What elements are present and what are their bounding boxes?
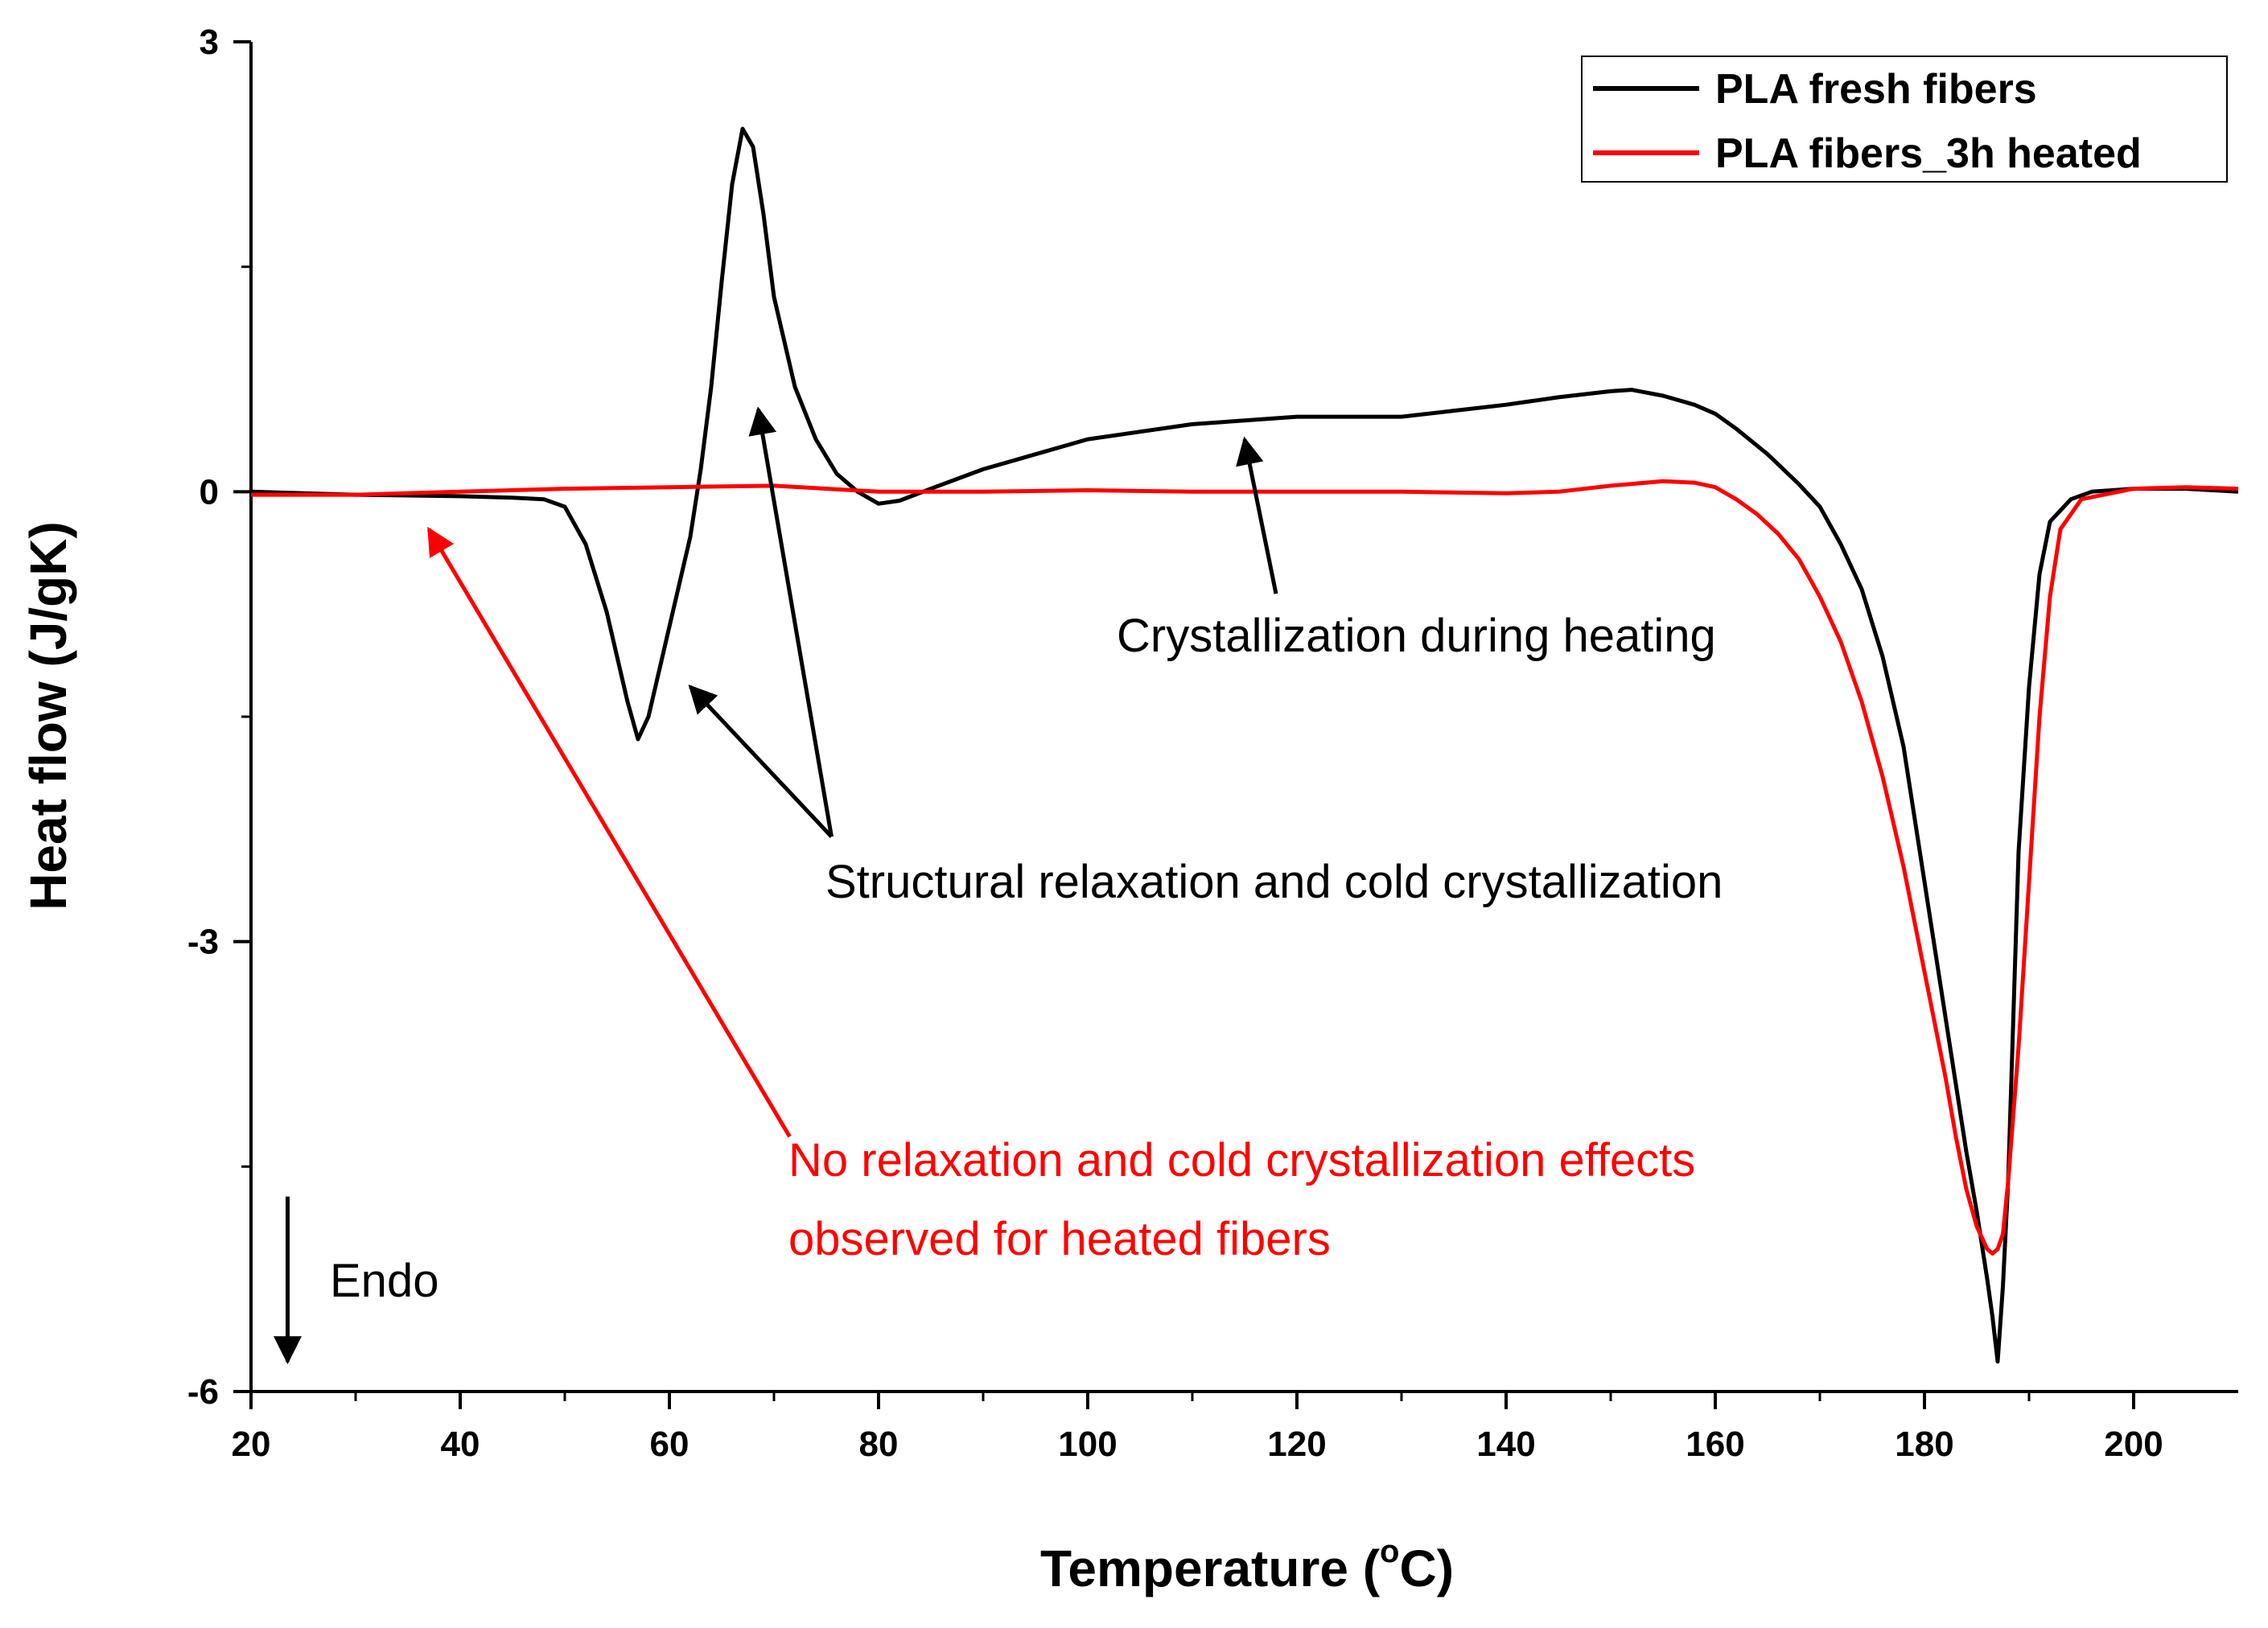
- x-tick-label-180: 180: [1895, 1424, 1953, 1464]
- y-tick-label--3: -3: [187, 923, 219, 962]
- x-ticks: 20 40 60 80 100 120 140 160 180 200: [232, 1392, 2163, 1464]
- legend-label-heated: PLA fibers_3h heated: [1715, 130, 2142, 177]
- annotation-endo: Endo: [330, 1255, 438, 1307]
- annotation-arrow-3: [748, 406, 834, 837]
- x-tick-label-20: 20: [232, 1424, 271, 1464]
- x-tick-label-60: 60: [650, 1424, 689, 1464]
- y-tick-label-0: 0: [200, 472, 219, 512]
- x-tick-label-100: 100: [1058, 1424, 1117, 1464]
- legend-box: [1581, 56, 2228, 183]
- annotation-structural-relaxation: Structural relaxation and cold crystalli…: [825, 856, 1723, 908]
- x-axis-title: Temperature (oC): [1040, 1534, 1454, 1597]
- x-tick-label-200: 200: [2104, 1424, 2163, 1464]
- legend: PLA fresh fibers PLA fibers_3h heated: [1581, 56, 2228, 183]
- annotation-crystallization: Crystallization during heating: [1117, 610, 1716, 662]
- axes: [249, 42, 2238, 1393]
- annotation-arrow-4: [426, 526, 792, 1138]
- y-axis-title: Heat flow (J/gK): [19, 521, 77, 911]
- annotation-arrow-1: [1236, 436, 1278, 594]
- y-ticks: 3 0 -3 -6: [187, 23, 251, 1412]
- x-tick-label-120: 120: [1267, 1424, 1326, 1464]
- x-tick-label-140: 140: [1476, 1424, 1535, 1464]
- x-axis-title-unit: C): [1399, 1540, 1454, 1597]
- x-tick-label-160: 160: [1686, 1424, 1744, 1464]
- y-tick-label--6: -6: [187, 1372, 219, 1412]
- x-axis-title-superscript: o: [1380, 1534, 1399, 1569]
- legend-label-fresh: PLA fresh fibers: [1715, 66, 2037, 113]
- annotation-arrow-2: [688, 684, 834, 838]
- y-tick-label-3: 3: [200, 23, 219, 62]
- x-tick-label-40: 40: [441, 1424, 480, 1464]
- series-line-heated-fibers: [251, 479, 2239, 1256]
- annotation-no-relaxation-line1: No relaxation and cold crystallization e…: [788, 1134, 1695, 1186]
- series-layer: [250, 126, 2239, 1364]
- x-tick-label-80: 80: [859, 1424, 899, 1464]
- x-axis-title-main: Temperature (: [1040, 1540, 1381, 1597]
- series-line-fresh-fibers: [250, 126, 2239, 1364]
- annotation-arrows: [274, 406, 1278, 1365]
- annotation-no-relaxation-line2: observed for heated fibers: [788, 1213, 1331, 1265]
